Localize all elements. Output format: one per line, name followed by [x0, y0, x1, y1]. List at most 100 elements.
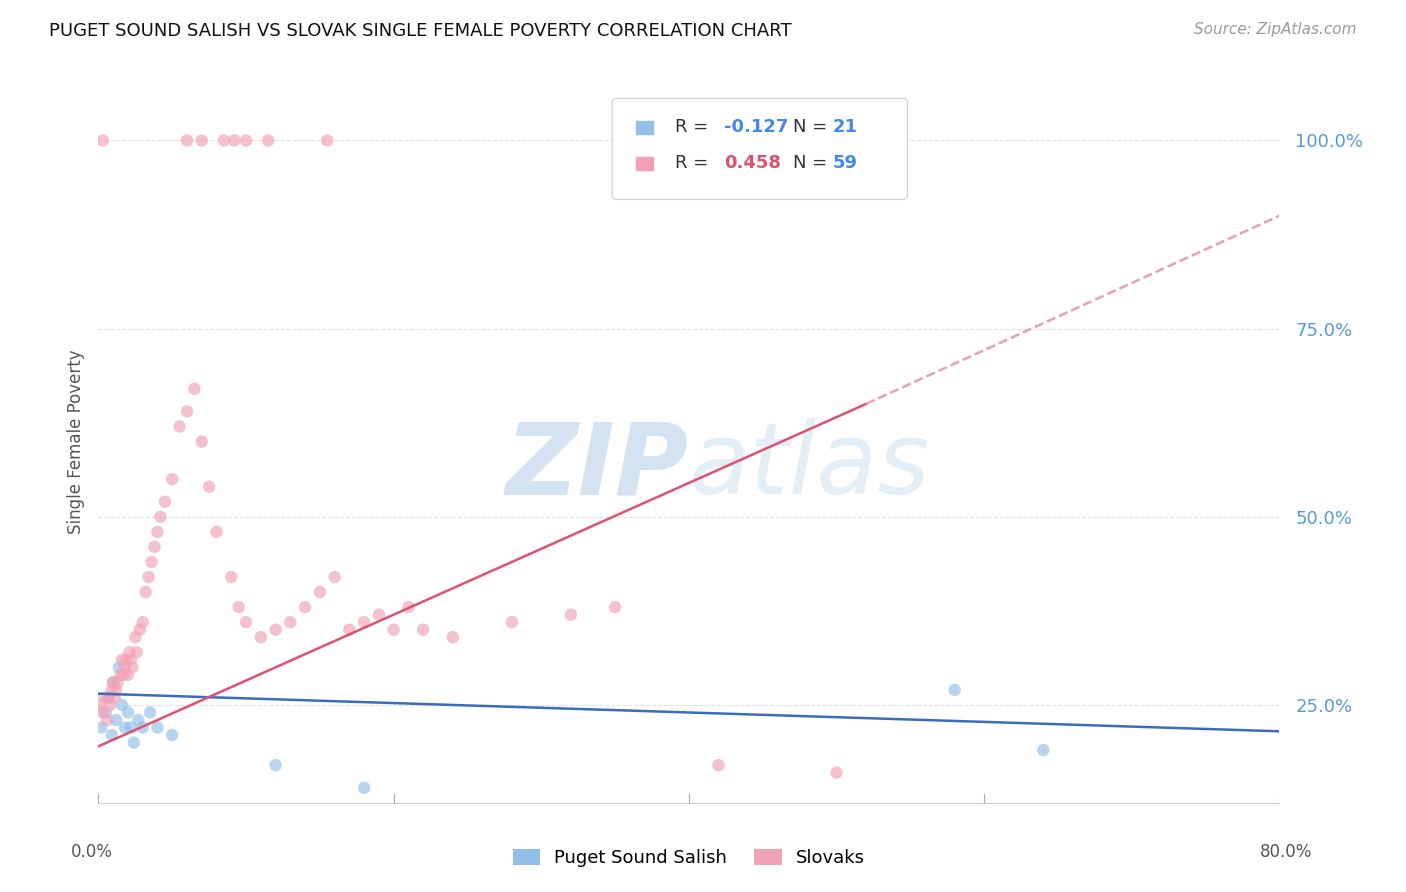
- Point: [108, 660, 131, 674]
- Point: [98, 698, 121, 712]
- Point: [221, 570, 243, 584]
- Point: [97, 690, 120, 705]
- Point: [162, 472, 183, 486]
- Point: [105, 713, 128, 727]
- Point: [112, 668, 135, 682]
- Point: [132, 615, 155, 630]
- Point: [110, 668, 132, 682]
- Point: [228, 600, 250, 615]
- Point: [132, 721, 155, 735]
- Point: [212, 133, 235, 147]
- Y-axis label: Single Female Poverty: Single Female Poverty: [66, 350, 84, 533]
- Point: [103, 675, 125, 690]
- Point: [91, 133, 114, 147]
- Point: [120, 653, 142, 667]
- Point: [107, 675, 129, 690]
- Point: [97, 690, 120, 705]
- Text: R =: R =: [675, 119, 714, 136]
- Point: [111, 698, 134, 712]
- Point: [235, 615, 257, 630]
- Point: [127, 713, 149, 727]
- Point: [153, 494, 176, 508]
- Point: [139, 706, 162, 720]
- Text: Source: ZipAtlas.com: Source: ZipAtlas.com: [1194, 22, 1357, 37]
- Point: [162, 728, 183, 742]
- Point: [264, 623, 287, 637]
- Point: [501, 615, 523, 630]
- Text: PUGET SOUND SALISH VS SLOVAK SINGLE FEMALE POVERTY CORRELATION CHART: PUGET SOUND SALISH VS SLOVAK SINGLE FEMA…: [49, 22, 792, 40]
- Point: [353, 615, 375, 630]
- Point: [205, 524, 228, 539]
- Point: [353, 780, 375, 795]
- Point: [146, 721, 169, 735]
- Point: [250, 630, 273, 644]
- Point: [100, 728, 122, 742]
- Bar: [636, 157, 652, 169]
- Point: [149, 509, 172, 524]
- Point: [105, 682, 128, 697]
- Point: [339, 623, 361, 637]
- Point: [111, 653, 134, 667]
- Point: [94, 706, 117, 720]
- Point: [138, 570, 160, 584]
- Point: [117, 706, 139, 720]
- Point: [93, 690, 115, 705]
- Point: [382, 623, 405, 637]
- Point: [120, 721, 142, 735]
- Point: [118, 645, 141, 659]
- Point: [104, 690, 127, 705]
- Point: [122, 735, 145, 749]
- Text: N =: N =: [793, 119, 832, 136]
- Point: [323, 570, 346, 584]
- Point: [128, 623, 150, 637]
- Point: [224, 133, 246, 147]
- Point: [146, 524, 169, 539]
- Point: [943, 682, 966, 697]
- Text: 21: 21: [832, 119, 858, 136]
- Point: [90, 721, 112, 735]
- Point: [257, 133, 280, 147]
- Text: -0.127: -0.127: [724, 119, 789, 136]
- Point: [560, 607, 582, 622]
- Bar: [636, 120, 652, 134]
- Point: [176, 133, 198, 147]
- Point: [125, 645, 148, 659]
- Point: [191, 434, 214, 449]
- Point: [316, 133, 339, 147]
- Point: [91, 706, 114, 720]
- Point: [264, 758, 287, 772]
- Point: [280, 615, 302, 630]
- Point: [294, 600, 316, 615]
- Point: [441, 630, 464, 644]
- Point: [96, 713, 118, 727]
- Point: [183, 382, 205, 396]
- Text: 59: 59: [832, 154, 858, 172]
- Point: [135, 585, 157, 599]
- Point: [235, 133, 257, 147]
- Point: [124, 630, 146, 644]
- Point: [309, 585, 332, 599]
- FancyBboxPatch shape: [612, 98, 907, 200]
- Point: [143, 540, 166, 554]
- Point: [103, 675, 125, 690]
- Text: ZIP: ZIP: [506, 418, 689, 516]
- Legend: Puget Sound Salish, Slovaks: Puget Sound Salish, Slovaks: [506, 841, 872, 874]
- Point: [169, 419, 191, 434]
- Point: [114, 660, 136, 674]
- Point: [198, 480, 221, 494]
- Text: 80.0%: 80.0%: [1260, 843, 1313, 861]
- Point: [398, 600, 420, 615]
- Point: [191, 133, 214, 147]
- Point: [1032, 743, 1054, 757]
- Text: R =: R =: [675, 154, 714, 172]
- Text: N =: N =: [793, 154, 832, 172]
- Point: [412, 623, 434, 637]
- Text: atlas: atlas: [689, 418, 931, 516]
- Text: 0.458: 0.458: [724, 154, 782, 172]
- Point: [825, 765, 848, 780]
- Point: [368, 607, 391, 622]
- Point: [707, 758, 730, 772]
- Point: [176, 404, 198, 418]
- Point: [114, 721, 136, 735]
- Point: [605, 600, 627, 615]
